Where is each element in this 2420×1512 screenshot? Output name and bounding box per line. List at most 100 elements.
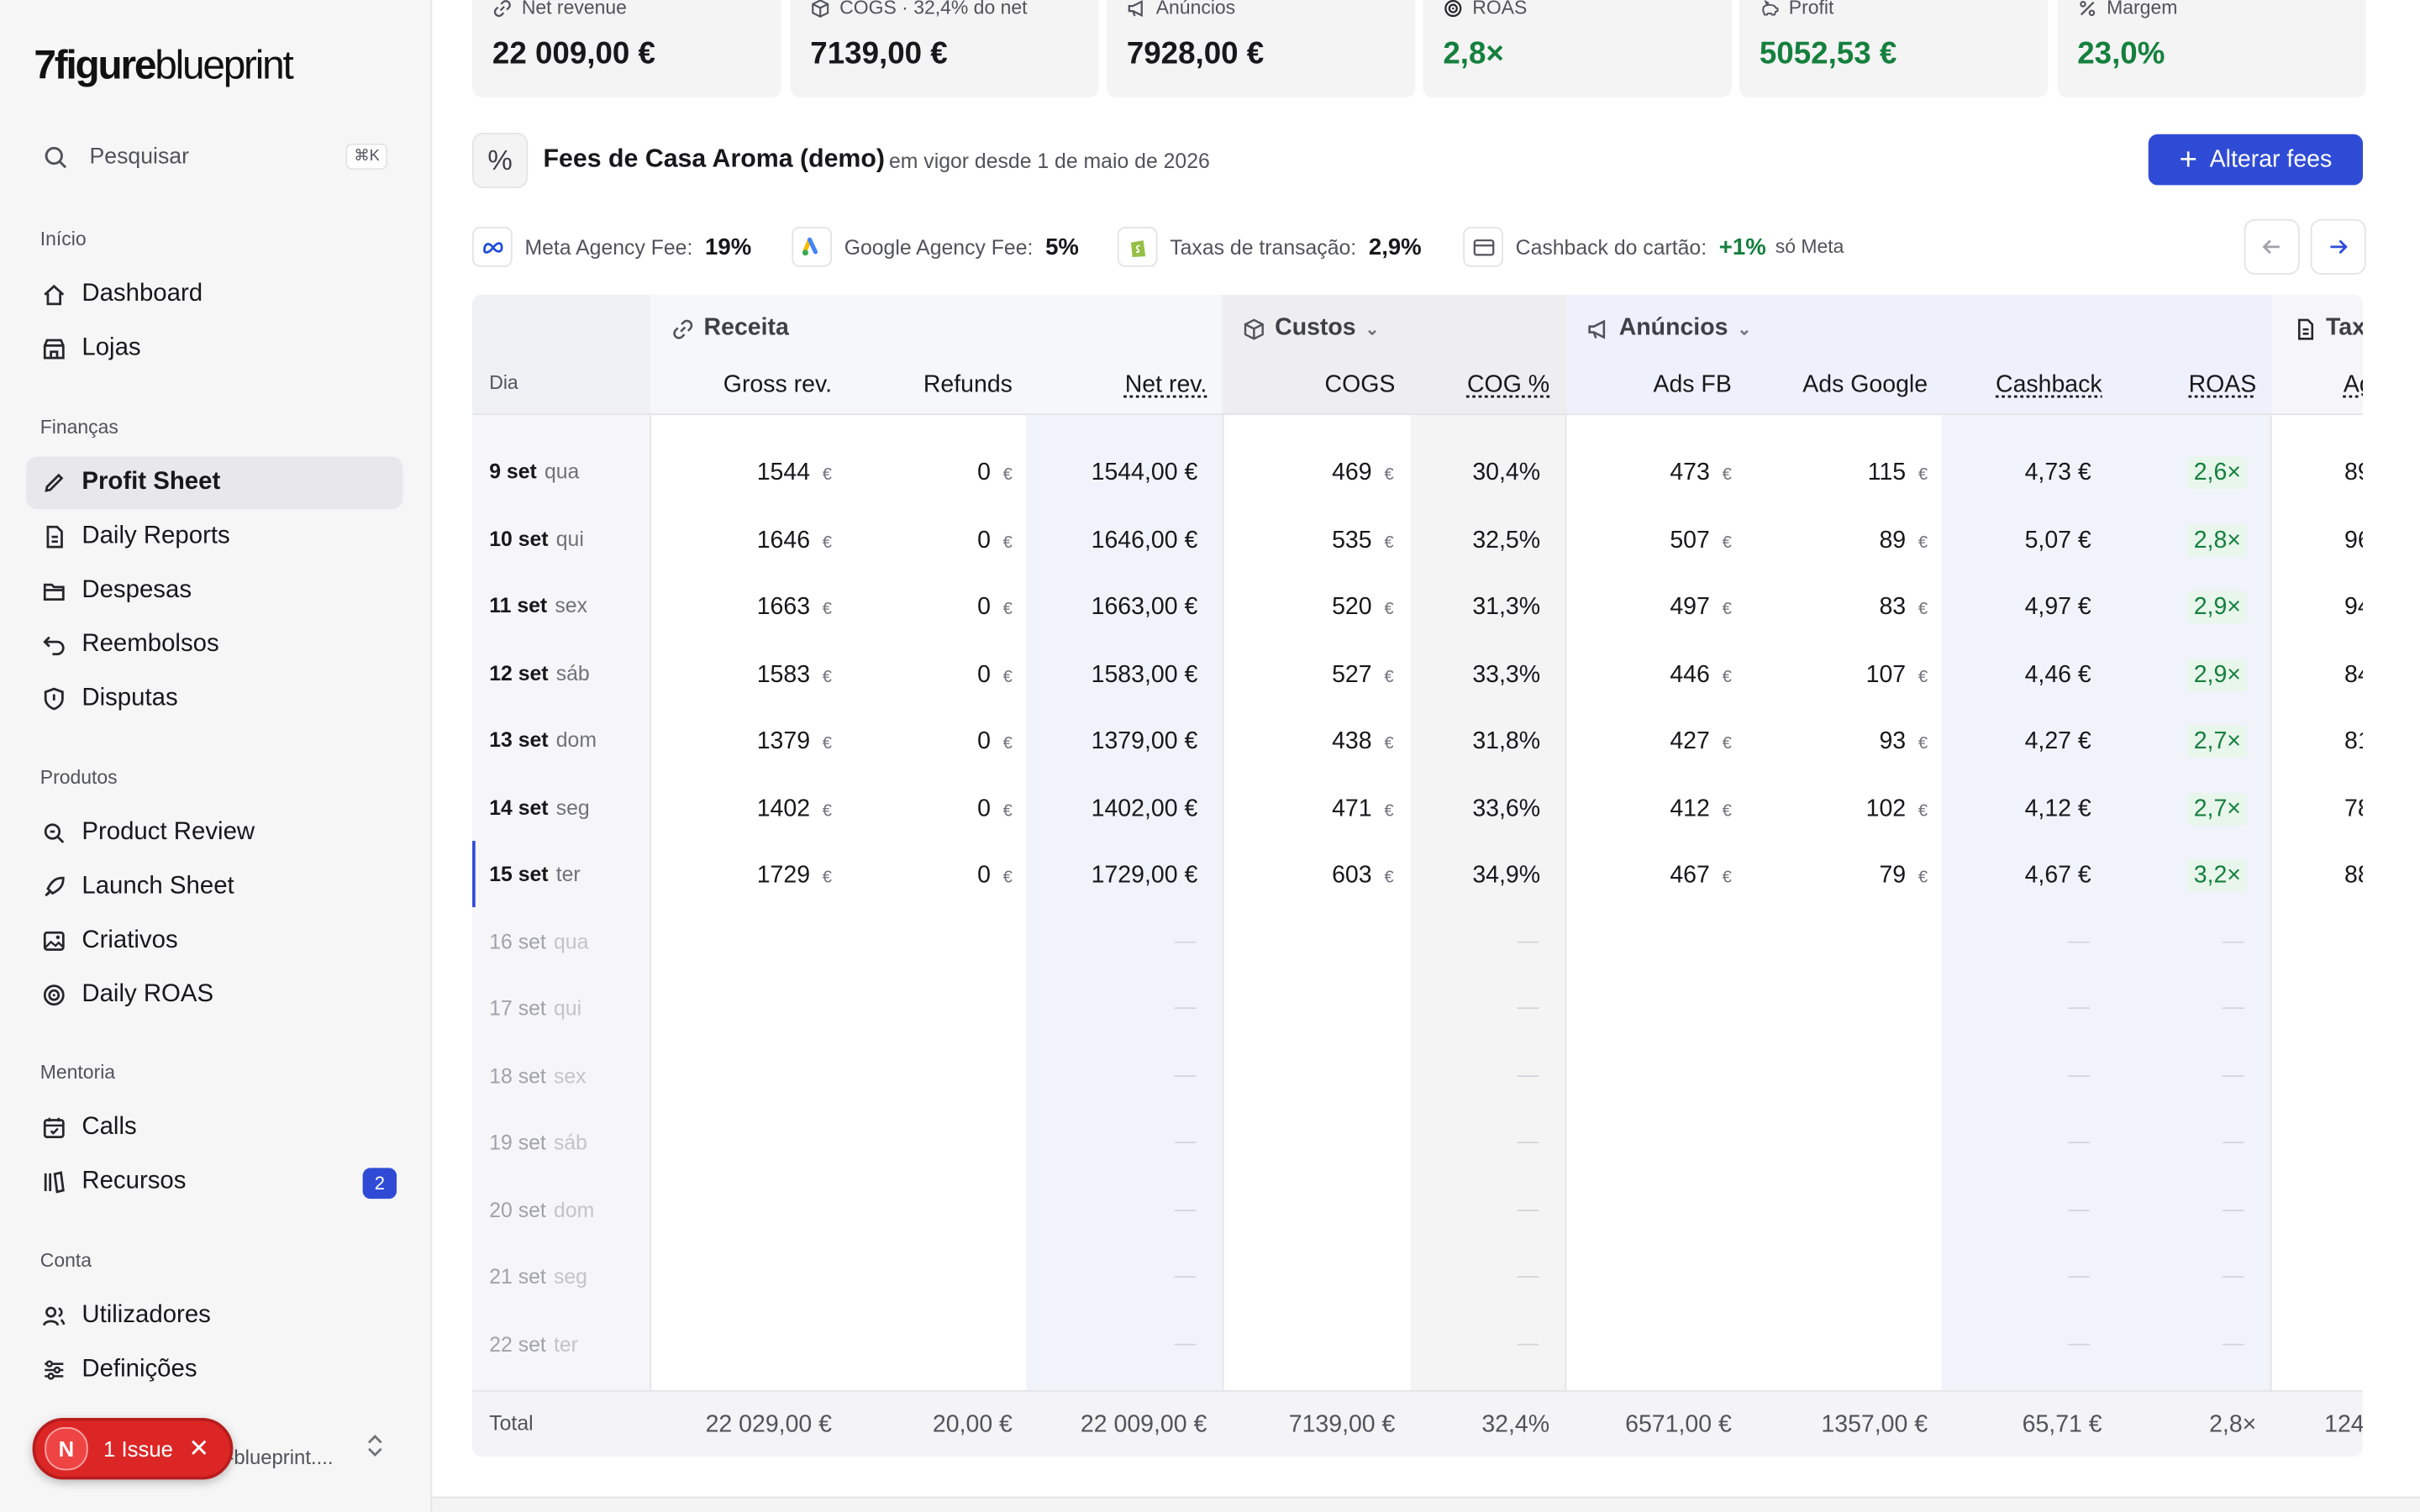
- sidebar-item-launch-sheet[interactable]: Launch Sheet: [26, 861, 402, 913]
- cell-adsgoogle[interactable]: 102 €: [1865, 795, 1928, 822]
- cell-roas[interactable]: 2,8×: [2187, 523, 2248, 557]
- cell-cogs[interactable]: 471 €: [1332, 795, 1394, 822]
- scroll-left-button[interactable]: [2244, 218, 2300, 275]
- account-name[interactable]: e-blueprint....: [216, 1446, 334, 1469]
- sidebar-item-calls[interactable]: Calls: [26, 1101, 402, 1153]
- table-row[interactable]: 12 set sáb 1583 € 0 € 1583,00 € 527 € 33,3% 446 € 10…: [472, 639, 2363, 706]
- group-custos[interactable]: Custos ⌄: [1243, 315, 1380, 343]
- group-anuncios[interactable]: Anúncios ⌄: [1586, 315, 1751, 343]
- cell-gross[interactable]: 1544 €: [756, 459, 833, 486]
- cell-roas[interactable]: 2,9×: [2187, 658, 2248, 690]
- cell-agencia[interactable]: 78: [2344, 795, 2363, 822]
- cell-adsfb[interactable]: 507 €: [1670, 527, 1732, 554]
- cell-gross[interactable]: 1402 €: [756, 795, 833, 822]
- cell-cogs[interactable]: 603 €: [1332, 862, 1394, 889]
- cell-adsgoogle[interactable]: 93 €: [1879, 727, 1928, 755]
- cell-adsgoogle[interactable]: 89 €: [1879, 527, 1928, 554]
- cell-roas[interactable]: 3,2×: [2187, 859, 2248, 892]
- cell-refunds[interactable]: 0 €: [977, 661, 1013, 688]
- cell-cogpct[interactable]: 31,3%: [1472, 594, 1541, 621]
- sidebar-item-recursos[interactable]: Recursos 2: [26, 1156, 402, 1208]
- cell-roas[interactable]: 2,9×: [2187, 591, 2248, 624]
- sidebar-item-daily-reports[interactable]: Daily Reports: [26, 511, 402, 563]
- cell-cogs[interactable]: 438 €: [1332, 727, 1394, 755]
- cell-gross[interactable]: 1583 €: [756, 661, 833, 688]
- cell-adsfb[interactable]: 446 €: [1670, 661, 1732, 688]
- cell-cogpct[interactable]: 34,9%: [1472, 862, 1541, 889]
- chevron-updown-icon[interactable]: [364, 1431, 386, 1459]
- cell-adsfb[interactable]: 427 €: [1670, 727, 1732, 755]
- cell-agencia[interactable]: 96: [2344, 527, 2363, 554]
- cell-cashback[interactable]: 4,73 €: [2024, 459, 2091, 486]
- cell-cashback[interactable]: 4,46 €: [2024, 661, 2091, 688]
- column-header-dia[interactable]: Dia: [489, 371, 518, 394]
- cell-agencia[interactable]: 81: [2344, 727, 2363, 755]
- column-header-refunds[interactable]: Refunds: [923, 371, 1013, 398]
- cell-net[interactable]: 1646,00 €: [1091, 527, 1198, 554]
- sidebar-item-utilizadores[interactable]: Utilizadores: [26, 1290, 402, 1342]
- cell-cogs[interactable]: 520 €: [1332, 594, 1394, 621]
- sidebar-item-daily-roas[interactable]: Daily ROAS: [26, 969, 402, 1021]
- search-input[interactable]: Pesquisar ⌘K: [28, 129, 402, 185]
- table-row[interactable]: 14 set seg 1402 € 0 € 1402,00 € 471 € 33,6% 412 € 10…: [472, 774, 2363, 841]
- cell-refunds[interactable]: 0 €: [977, 459, 1013, 486]
- issue-toast[interactable]: N 1 Issue ✕: [32, 1417, 234, 1480]
- column-header-net[interactable]: Net rev.: [1124, 371, 1207, 398]
- cell-cashback[interactable]: 4,12 €: [2024, 795, 2091, 822]
- cell-adsgoogle[interactable]: 115 €: [1867, 459, 1928, 486]
- table-row[interactable]: 13 set dom 1379 € 0 € 1379,00 € 438 € 31,8% 427 € 93…: [472, 706, 2363, 774]
- cell-cogpct[interactable]: 32,5%: [1472, 527, 1541, 554]
- table-row[interactable]: 10 set qui 1646 € 0 € 1646,00 € 535 € 32,5% 507 € 89…: [472, 506, 2363, 573]
- cell-refunds[interactable]: 0 €: [977, 527, 1013, 554]
- change-fees-button[interactable]: + Alterar fees: [2148, 134, 2364, 186]
- column-header-cashback[interactable]: Cashback: [1996, 371, 2102, 398]
- table-row[interactable]: 15 set ter 1729 € 0 € 1729,00 € 603 € 34,9% 467 € 79…: [472, 841, 2363, 908]
- sidebar-item-product-review[interactable]: Product Review: [26, 807, 402, 859]
- cell-cogs[interactable]: 535 €: [1332, 527, 1394, 554]
- cell-adsfb[interactable]: 473 €: [1670, 459, 1732, 486]
- cell-agencia[interactable]: 84: [2344, 661, 2363, 688]
- sidebar-item-defini-es[interactable]: Definições: [26, 1344, 402, 1396]
- cell-adsfb[interactable]: 412 €: [1670, 795, 1732, 822]
- brand-logo[interactable]: 7figureblueprint: [34, 41, 293, 88]
- cell-net[interactable]: 1379,00 €: [1091, 727, 1198, 755]
- column-header-adsgoogle[interactable]: Ads Google: [1802, 371, 1928, 398]
- cell-refunds[interactable]: 0 €: [977, 727, 1013, 755]
- cell-roas[interactable]: 2,6×: [2187, 456, 2248, 490]
- column-header-cogpct[interactable]: COG %: [1466, 371, 1550, 398]
- cell-cashback[interactable]: 4,27 €: [2024, 727, 2091, 755]
- cell-cogs[interactable]: 527 €: [1332, 661, 1394, 688]
- sidebar-item-lojas[interactable]: Lojas: [26, 323, 402, 375]
- cell-cogs[interactable]: 469 €: [1332, 459, 1394, 486]
- sidebar-item-reembolsos[interactable]: Reembolsos: [26, 619, 402, 671]
- cell-gross[interactable]: 1646 €: [756, 527, 833, 554]
- sidebar-item-dashboard[interactable]: Dashboard: [26, 269, 402, 321]
- cell-agencia[interactable]: 94: [2344, 594, 2363, 621]
- scroll-right-button[interactable]: [2310, 218, 2366, 275]
- cell-refunds[interactable]: 0 €: [977, 594, 1013, 621]
- cell-cogpct[interactable]: 30,4%: [1472, 459, 1541, 486]
- cell-refunds[interactable]: 0 €: [977, 795, 1013, 822]
- cell-agencia[interactable]: 89: [2344, 459, 2363, 486]
- cell-net[interactable]: 1663,00 €: [1091, 594, 1198, 621]
- close-icon[interactable]: ✕: [188, 1436, 209, 1463]
- column-header-roas[interactable]: ROAS: [2188, 371, 2257, 398]
- cell-roas[interactable]: 2,7×: [2187, 792, 2248, 825]
- cell-net[interactable]: 1583,00 €: [1091, 661, 1198, 688]
- cell-cashback[interactable]: 4,67 €: [2024, 862, 2091, 889]
- sidebar-item-profit-sheet[interactable]: Profit Sheet: [26, 456, 403, 510]
- group-taxas[interactable]: Tax: [2293, 315, 2363, 343]
- cell-net[interactable]: 1544,00 €: [1091, 459, 1198, 486]
- sidebar-item-disputas[interactable]: Disputas: [26, 673, 402, 725]
- column-header-adsfb[interactable]: Ads FB: [1653, 371, 1732, 398]
- cell-agencia[interactable]: 88: [2344, 862, 2363, 889]
- cell-cogpct[interactable]: 31,8%: [1472, 727, 1541, 755]
- cell-adsgoogle[interactable]: 107 €: [1865, 661, 1928, 688]
- cell-gross[interactable]: 1379 €: [756, 727, 833, 755]
- column-header-agencia[interactable]: Agê: [2343, 371, 2363, 398]
- cell-roas[interactable]: 2,7×: [2187, 725, 2248, 758]
- sidebar-item-criativos[interactable]: Criativos: [26, 915, 402, 967]
- column-header-cogs[interactable]: COGS: [1324, 371, 1396, 398]
- column-header-gross[interactable]: Gross rev.: [723, 371, 833, 398]
- cell-adsgoogle[interactable]: 79 €: [1879, 862, 1928, 889]
